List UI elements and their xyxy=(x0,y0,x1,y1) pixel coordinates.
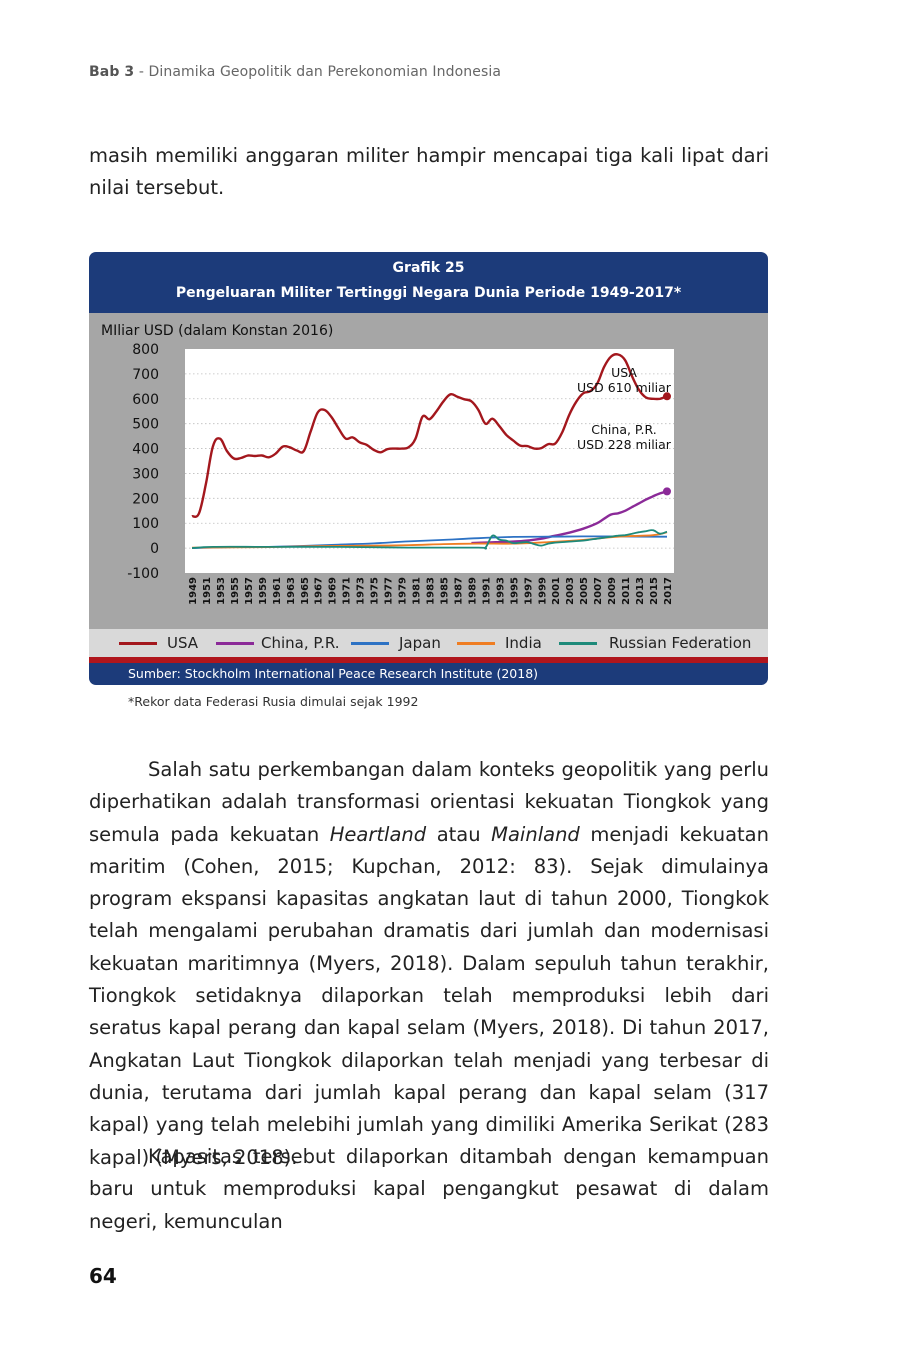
legend-label: Russian Federation xyxy=(609,634,752,652)
y-tick-label: 400 xyxy=(132,442,159,458)
x-tick-label: 1953 xyxy=(216,577,227,605)
y-tick-label: 800 xyxy=(132,342,159,358)
x-tick-label: 2015 xyxy=(649,577,660,605)
legend-swatch xyxy=(457,642,495,645)
x-tick-label: 1967 xyxy=(314,577,325,605)
y-tick-label: 500 xyxy=(132,417,159,433)
paragraph-1: Salah satu perkembangan dalam konteks ge… xyxy=(89,754,769,1174)
x-tick-label: 1991 xyxy=(481,577,492,605)
x-tick-label: 1981 xyxy=(412,577,423,605)
x-tick-label: 1977 xyxy=(384,577,395,605)
figure-header: Grafik 25 Pengeluaran Militer Tertinggi … xyxy=(89,252,768,313)
x-tick-label: 1975 xyxy=(370,577,381,605)
legend-label: China, P.R. xyxy=(261,634,340,652)
annotation-line1: USA xyxy=(611,365,637,380)
x-tick-label: 1949 xyxy=(188,577,199,605)
chapter-label: Bab 3 xyxy=(89,64,135,80)
x-tick-label: 1995 xyxy=(509,577,520,605)
military-spending-chart: MIliar USD (dalam Konstan 2016) 800 700 600… xyxy=(101,323,674,605)
running-header: Bab 3 - Dinamika Geopolitik dan Perekono… xyxy=(89,64,501,80)
paragraph-2: Kapasitas tersebut dilaporkan ditambah d… xyxy=(89,1141,769,1238)
y-tick-label: 300 xyxy=(132,466,159,482)
x-tick-label: 1989 xyxy=(467,577,478,605)
paragraph-top: masih memiliki anggaran militer hampir m… xyxy=(89,140,769,205)
legend-label: USA xyxy=(167,634,199,652)
p1-italic-mainland: Mainland xyxy=(491,822,580,846)
y-axis-label: MIliar USD (dalam Konstan 2016) xyxy=(101,323,333,339)
figure-footnote: *Rekor data Federasi Rusia dimulai sejak… xyxy=(128,694,419,709)
x-tick-label: 1987 xyxy=(453,577,464,605)
x-tick-label: 1957 xyxy=(244,577,255,605)
legend-swatch xyxy=(559,642,597,645)
x-tick-label: 2003 xyxy=(565,577,576,605)
series-line xyxy=(471,490,668,545)
paragraph-2-text: Kapasitas tersebut dilaporkan ditambah d… xyxy=(89,1145,769,1233)
p1-part1: Salah satu perkembangan dalam konteks ge… xyxy=(89,758,769,846)
source-bar: Sumber: Stockholm International Peace Re… xyxy=(89,663,768,685)
x-tick-label: 2013 xyxy=(635,577,646,605)
x-tick-label: 1961 xyxy=(272,577,283,605)
paragraph-1-text: Salah satu perkembangan dalam konteks ge… xyxy=(89,754,769,1174)
x-tick-label: 1973 xyxy=(356,577,367,605)
legend-swatch xyxy=(119,642,157,645)
annotation-line2: USD 228 miliar xyxy=(577,437,672,452)
series-line xyxy=(191,352,668,518)
x-tick-label: 1997 xyxy=(523,577,534,605)
x-tick-label: 1951 xyxy=(202,577,213,605)
x-tick-label: 1983 xyxy=(426,577,437,605)
x-tick-label: 2011 xyxy=(621,577,632,605)
legend-swatch xyxy=(351,642,389,645)
page-number: 64 xyxy=(89,1264,117,1288)
x-tick-label: 2007 xyxy=(593,577,604,605)
x-tick-label: 2001 xyxy=(551,577,562,605)
x-tick-label: 1963 xyxy=(286,577,297,605)
x-tick-label: 1959 xyxy=(258,577,269,605)
legend-label: Japan xyxy=(399,634,441,652)
x-tick-label: 1955 xyxy=(230,577,241,605)
figure-title: Pengeluaran Militer Tertinggi Negara Dun… xyxy=(175,285,682,301)
x-tick-label: 1985 xyxy=(439,577,450,605)
p1-italic-heartland: Heartland xyxy=(329,822,427,846)
x-tick-label: 1999 xyxy=(537,577,548,605)
figure-grafik-25: Grafik 25 Pengeluaran Militer Tertinggi … xyxy=(89,252,768,685)
series-end-marker xyxy=(663,487,671,496)
paragraph-top-text: masih memiliki anggaran militer hampir m… xyxy=(89,144,769,200)
y-tick-label: -100 xyxy=(127,566,159,582)
x-tick-label: 1965 xyxy=(300,577,311,605)
figure-label: Grafik 25 xyxy=(392,260,465,276)
x-tick-label: 1969 xyxy=(328,577,339,605)
y-tick-label: 100 xyxy=(132,516,159,532)
p1-part2: atau xyxy=(426,822,492,846)
x-tick-label: 2017 xyxy=(663,577,674,605)
annotation-line1: China, P.R. xyxy=(591,422,656,437)
series-end-marker xyxy=(663,392,671,401)
chart-legend: USA China, P.R. Japan India Russian Federati… xyxy=(89,629,768,657)
x-tick-label: 2005 xyxy=(579,577,590,605)
series-line xyxy=(191,529,668,550)
y-tick-label: 600 xyxy=(132,392,159,408)
y-tick-label: 0 xyxy=(150,541,159,557)
x-tick-label: 1979 xyxy=(398,577,409,605)
x-tick-label: 1971 xyxy=(342,577,353,605)
annotation-line2: USD 610 miliar xyxy=(577,380,672,395)
chapter-title: - Dinamika Geopolitik dan Perekonomian I… xyxy=(134,64,502,80)
x-tick-label: 1993 xyxy=(495,577,506,605)
y-tick-label: 200 xyxy=(132,491,159,507)
divider-rule xyxy=(89,657,768,663)
legend-label: India xyxy=(505,634,542,652)
y-tick-label: 700 xyxy=(132,367,159,383)
x-tick-label: 2009 xyxy=(607,577,618,605)
chart-area: MIliar USD (dalam Konstan 2016) 800 700 600… xyxy=(89,313,768,629)
p1-part3: menjadi kekuatan maritim (Cohen, 2015; K… xyxy=(89,822,769,1169)
legend-swatch xyxy=(216,642,254,645)
source-text: Sumber: Stockholm International Peace Re… xyxy=(128,666,539,681)
